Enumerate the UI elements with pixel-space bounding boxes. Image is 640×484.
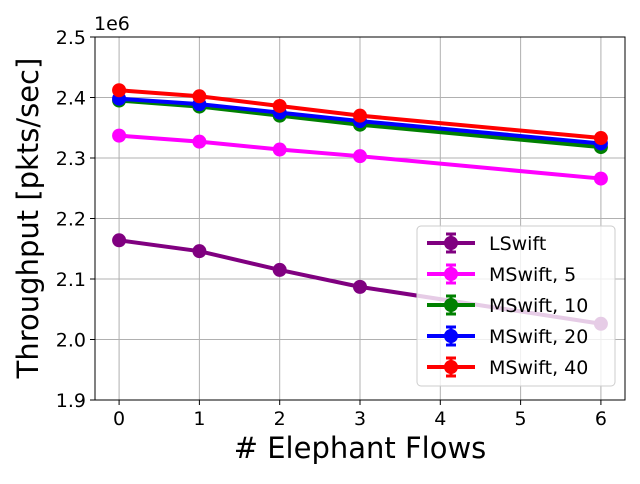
data-point xyxy=(593,171,608,186)
series-mswift-40 xyxy=(112,83,608,146)
y-tick-label: 1.9 xyxy=(56,390,86,412)
y-tick-label: 2.2 xyxy=(56,209,86,231)
x-tick-label: 5 xyxy=(515,408,527,430)
data-point xyxy=(272,142,287,157)
legend-marker xyxy=(444,298,458,312)
y-tick-label: 2.0 xyxy=(56,330,86,352)
legend-entry: LSwift xyxy=(427,232,546,255)
legend-box xyxy=(416,225,616,387)
y-tick-label: 2.5 xyxy=(56,27,86,49)
data-point xyxy=(272,262,287,277)
legend-label: MSwift, 10 xyxy=(489,295,588,317)
data-point xyxy=(192,244,207,259)
data-point xyxy=(353,279,367,294)
data-point xyxy=(192,89,207,104)
data-point xyxy=(353,108,367,123)
y-axis-label: Throughput [pkts/sec] xyxy=(11,58,45,380)
y-tick-label: 2.4 xyxy=(56,88,86,110)
legend-label: MSwift, 20 xyxy=(489,326,588,348)
legend-entry: MSwift, 20 xyxy=(427,325,588,348)
data-point xyxy=(272,98,287,113)
x-tick-label: 1 xyxy=(193,408,205,430)
x-tick-label: 6 xyxy=(595,408,607,430)
legend-marker xyxy=(444,236,458,250)
y-tick-label: 2.1 xyxy=(56,269,86,291)
x-tick-label: 2 xyxy=(274,408,286,430)
x-axis-label: # Elephant Flows xyxy=(234,431,487,465)
legend: LSwift MSwift, 5 MSwift, 10 MSwift, 20 MSwif… xyxy=(416,225,616,387)
x-tick-label: 3 xyxy=(354,408,366,430)
ticks: 0 1 2 3 4 5 6 1.9 2.0 2.1 2.2 2.3 2.4 2.5 xyxy=(56,27,607,430)
x-tick-label: 4 xyxy=(434,408,446,430)
legend-marker xyxy=(444,267,458,281)
legend-entry: MSwift, 10 xyxy=(427,294,588,317)
legend-label: MSwift, 5 xyxy=(489,264,576,286)
data-point xyxy=(112,83,127,98)
legend-marker xyxy=(444,360,458,374)
data-point xyxy=(353,149,367,164)
data-point xyxy=(593,131,608,146)
legend-entry: MSwift, 40 xyxy=(427,356,588,379)
data-point xyxy=(112,233,127,248)
data-point xyxy=(192,134,207,149)
legend-label: LSwift xyxy=(489,233,546,255)
legend-entry: MSwift, 5 xyxy=(427,263,576,286)
x-tick-label: 0 xyxy=(113,408,125,430)
series-mswift-5 xyxy=(112,128,608,186)
data-point xyxy=(112,128,127,143)
y-multiplier-label: 1e6 xyxy=(94,13,130,35)
y-tick-label: 2.3 xyxy=(56,148,86,170)
legend-marker xyxy=(444,329,458,343)
legend-label: MSwift, 40 xyxy=(489,357,588,379)
